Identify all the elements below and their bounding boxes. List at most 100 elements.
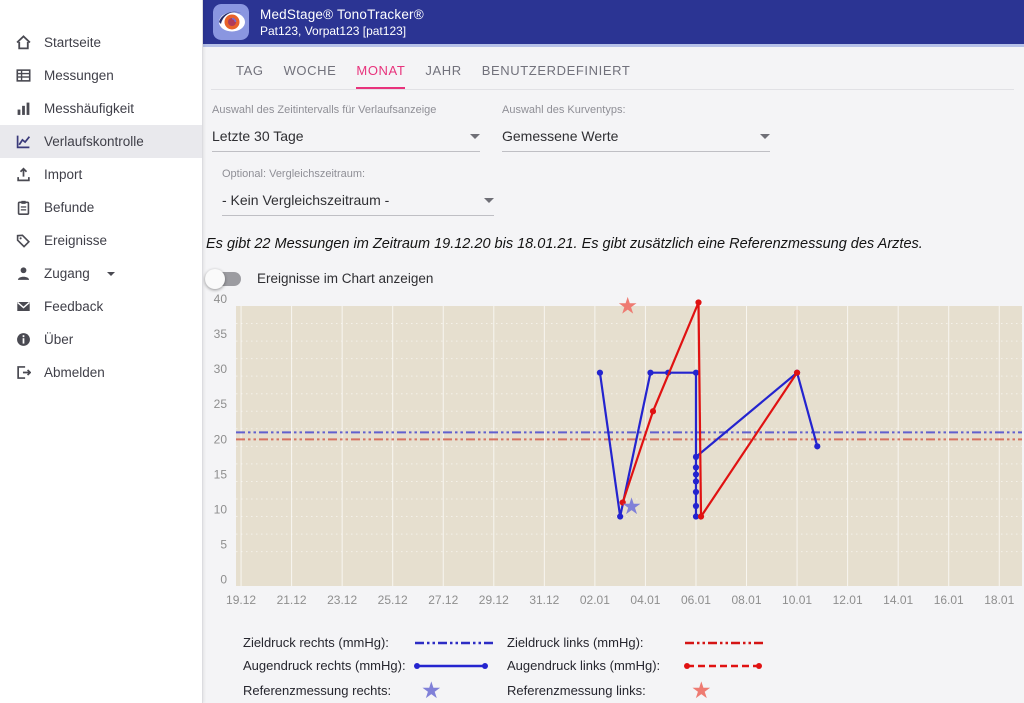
svg-text:12.01: 12.01: [833, 593, 863, 607]
svg-text:16.01: 16.01: [934, 593, 964, 607]
tab-woche[interactable]: WOCHE: [283, 63, 337, 78]
sidebar-item-import[interactable]: Import: [0, 158, 202, 191]
sidebar-item-label: Zugang: [44, 266, 90, 281]
svg-text:18.01: 18.01: [984, 593, 1014, 607]
red-star-icon: ★: [691, 677, 712, 703]
svg-text:21.12: 21.12: [277, 593, 307, 607]
sidebar-item-label: Verlaufskontrolle: [44, 134, 144, 149]
events-toggle[interactable]: [205, 268, 241, 289]
sidebar-item-label: Import: [44, 167, 83, 182]
legend-referenz-rechts: Referenzmessung rechts:: [243, 682, 392, 698]
sidebar-item-messhaeufigkeit[interactable]: Messhäufigkeit: [0, 92, 202, 125]
legend-zieldruck-links: Zieldruck links (mmHg):: [507, 635, 644, 650]
svg-text:14.01: 14.01: [883, 593, 913, 607]
curve-type-field: Auswahl des Kurventyps: Gemessene Werte: [502, 104, 770, 152]
chevron-down-icon: [484, 197, 494, 203]
svg-text:31.12: 31.12: [529, 593, 559, 607]
svg-text:23.12: 23.12: [327, 593, 357, 607]
svg-text:06.01: 06.01: [681, 593, 711, 607]
events-toggle-row: Ereignisse im Chart anzeigen: [205, 268, 1024, 289]
dashed-red-line-icon: [684, 662, 762, 669]
legend-zieldruck-rechts: Zieldruck rechts (mmHg):: [243, 635, 389, 650]
svg-text:25: 25: [214, 397, 228, 411]
legend-symbol-augendruck-links: [683, 661, 793, 671]
line-chart-icon: [16, 135, 31, 149]
svg-text:40: 40: [214, 294, 228, 306]
interval-value: Letzte 30 Tage: [212, 128, 304, 144]
sidebar-item-label: Startseite: [44, 35, 102, 50]
chart-svg[interactable]: 19.12 21.12 23.12 25.12 27.12 29.12 31.12 02.01…: [203, 292, 1024, 616]
legend-symbol-referenz-links: ★: [683, 677, 793, 703]
legend-augendruck-links: Augendruck links (mmHg):: [507, 658, 661, 673]
legend-augendruck-rechts: Augendruck rechts (mmHg):: [243, 658, 406, 673]
tab-tag[interactable]: TAG: [236, 63, 264, 78]
dashdot-blue-line-icon: [415, 641, 493, 644]
info-icon: [17, 333, 30, 346]
chart-legend: Zieldruck rechts (mmHg): Zieldruck links…: [243, 635, 1024, 703]
chevron-down-icon: [106, 271, 115, 276]
compare-select[interactable]: - Kein Vergleichszeitraum -: [222, 192, 494, 216]
interval-select[interactable]: Letzte 30 Tage: [212, 128, 480, 152]
sidebar-item-label: Ereignisse: [44, 233, 108, 248]
tab-benutzerdefiniert[interactable]: BENUTZERDEFINIERT: [481, 63, 631, 78]
solid-blue-line-icon: [414, 662, 488, 669]
sidebar-item-label: Über: [44, 332, 74, 347]
sidebar-item-abmelden[interactable]: Abmelden: [0, 356, 202, 389]
clipboard-icon: [17, 200, 30, 215]
sidebar-item-label: Befunde: [44, 200, 95, 215]
svg-text:15: 15: [214, 467, 228, 481]
sidebar-item-ereignisse[interactable]: Ereignisse: [0, 224, 202, 257]
legend-symbol-augendruck-rechts: [413, 661, 501, 671]
sidebar-item-startseite[interactable]: Startseite: [0, 26, 202, 59]
svg-text:35: 35: [214, 327, 228, 341]
curve-type-label: Auswahl des Kurventyps:: [502, 104, 626, 116]
sidebar-item-label: Messungen: [44, 68, 114, 83]
time-range-tabs: TAG WOCHE MONAT JAHR BENUTZERDEFINIERT: [211, 47, 1014, 90]
toggle-thumb: [205, 268, 225, 289]
svg-text:29.12: 29.12: [479, 593, 509, 607]
interval-field: Auswahl des Zeitintervalls für Verlaufsa…: [212, 104, 480, 152]
measurement-summary: Es gibt 22 Messungen im Zeitraum 19.12.2…: [206, 236, 923, 252]
tag-icon: [16, 234, 30, 248]
patient-info: Pat123, Vorpat123 [pat123]: [260, 23, 407, 38]
tab-monat[interactable]: MONAT: [356, 63, 406, 89]
compare-field: Optional: Vergleichszeitraum: - Kein Ver…: [222, 168, 494, 216]
sidebar: Startseite Messungen Messhäufigkeit Verl…: [0, 0, 203, 703]
bar-chart-icon: [17, 102, 30, 115]
sidebar-item-label: Abmelden: [44, 365, 105, 380]
app-header: MedStage® TonoTracker® Pat123, Vorpat123…: [203, 0, 1024, 47]
legend-symbol-referenz-rechts: ★: [413, 677, 501, 703]
events-toggle-label: Ereignisse im Chart anzeigen: [257, 271, 434, 286]
svg-text:0: 0: [220, 573, 227, 587]
app-logo-eye-icon: [213, 4, 249, 40]
sidebar-item-messungen[interactable]: Messungen: [0, 59, 202, 92]
svg-text:5: 5: [220, 538, 227, 552]
sidebar-item-feedback[interactable]: Feedback: [0, 290, 202, 323]
filters: Auswahl des Zeitintervalls für Verlaufsa…: [203, 90, 1024, 216]
svg-text:10: 10: [214, 503, 228, 517]
legend-referenz-links: Referenzmessung links:: [507, 682, 646, 698]
person-icon: [17, 267, 30, 280]
legend-symbol-zieldruck-links: [683, 638, 793, 648]
dashdot-red-line-icon: [685, 641, 763, 644]
curve-type-select[interactable]: Gemessene Werte: [502, 128, 770, 152]
blue-star-icon: ★: [421, 677, 442, 703]
svg-text:02.01: 02.01: [580, 593, 610, 607]
svg-text:19.12: 19.12: [226, 593, 256, 607]
sidebar-item-zugang[interactable]: Zugang: [0, 257, 202, 290]
pressure-chart[interactable]: 19.12 21.12 23.12 25.12 27.12 29.12 31.12 02.01…: [203, 292, 1024, 621]
sidebar-item-ueber[interactable]: Über: [0, 323, 202, 356]
app-title: MedStage® TonoTracker®: [260, 6, 424, 22]
svg-text:04.01: 04.01: [630, 593, 660, 607]
sidebar-item-befunde[interactable]: Befunde: [0, 191, 202, 224]
tab-jahr[interactable]: JAHR: [425, 63, 462, 78]
sidebar-item-verlaufskontrolle[interactable]: Verlaufskontrolle: [0, 125, 202, 158]
svg-text:27.12: 27.12: [428, 593, 458, 607]
svg-text:★: ★: [621, 493, 642, 519]
chevron-down-icon: [760, 133, 770, 139]
table-icon: [16, 69, 31, 82]
envelope-icon: [17, 301, 30, 311]
main-area: MedStage® TonoTracker® Pat123, Vorpat123…: [203, 0, 1024, 703]
curve-type-value: Gemessene Werte: [502, 128, 619, 144]
svg-text:10.01: 10.01: [782, 593, 812, 607]
